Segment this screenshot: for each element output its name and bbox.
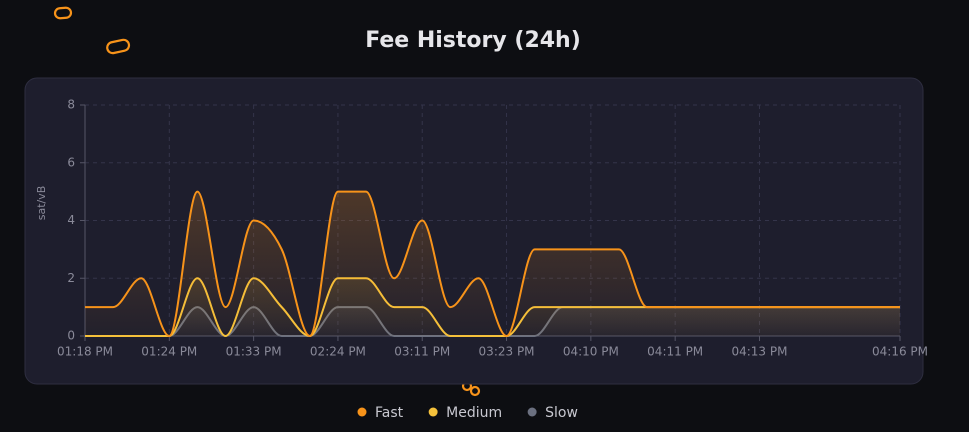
legend-swatch xyxy=(428,407,438,417)
y-tick-label: 6 xyxy=(67,155,75,169)
legend-label: Slow xyxy=(545,405,578,421)
legend-swatch xyxy=(357,407,367,417)
x-tick-label: 03:11 PM xyxy=(394,345,450,359)
x-tick-label: 04:10 PM xyxy=(563,345,619,359)
legend-label: Medium xyxy=(446,405,502,421)
x-tick-label: 02:24 PM xyxy=(310,345,366,359)
legend-item[interactable]: Fast xyxy=(357,405,404,421)
y-axis-label: sat/vB xyxy=(35,186,48,221)
y-tick-label: 4 xyxy=(67,213,75,227)
legend-label: Fast xyxy=(375,405,404,421)
series-line xyxy=(85,190,900,338)
x-tick-label: 01:24 PM xyxy=(141,345,197,359)
y-tick-label: 2 xyxy=(67,271,75,285)
chart-title: Fee History (24h) xyxy=(365,28,581,53)
bitcoin-icons xyxy=(53,6,481,397)
chart-card xyxy=(24,77,924,385)
x-tick-label: 04:11 PM xyxy=(647,345,703,359)
y-tick-label: 0 xyxy=(67,329,75,343)
series-area xyxy=(85,191,900,336)
y-tick-label: 8 xyxy=(67,98,75,112)
x-tick-label: 01:33 PM xyxy=(226,345,282,359)
legend-item[interactable]: Medium xyxy=(428,405,502,421)
legend: Fast Medium Slow xyxy=(357,405,578,421)
x-tick-label: 03:23 PM xyxy=(479,345,535,359)
x-tick-label: 04:16 PM xyxy=(872,345,928,359)
legend-item[interactable]: Slow xyxy=(527,405,578,421)
x-tick-label: 04:13 PM xyxy=(731,345,787,359)
legend-swatch xyxy=(527,407,537,417)
plot: 0 2 4 6 8 01:18 PM 01:24 PM 01:33 PM 02:24 PM 03:… xyxy=(57,98,928,359)
x-tick-label: 01:18 PM xyxy=(57,345,113,359)
